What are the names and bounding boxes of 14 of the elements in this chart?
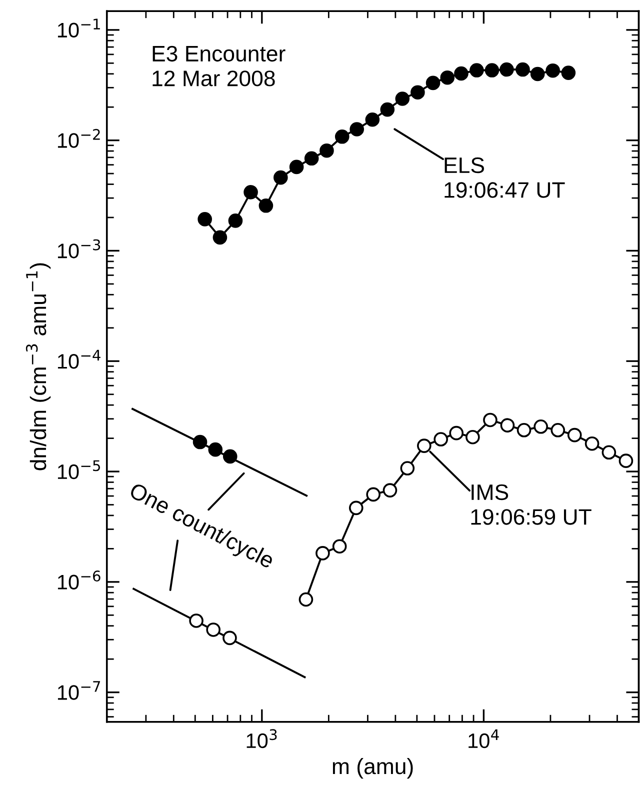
annotation: IMS 19:06:59 UT [471, 484, 592, 525]
y-tick-label: 10$^{−3}$ [58, 239, 100, 258]
y-tick-label: 10$^{−2}$ [58, 128, 100, 148]
x-tick-label: 10$^{4}$ [468, 729, 499, 748]
y-axis-title: dn/dm (cm$^{−3}$ amu$^{−1}$) [26, 263, 51, 470]
y-tick-label: 10$^{−5}$ [58, 460, 100, 480]
y-tick-label: 10$^{−7}$ [58, 681, 100, 700]
y-tick-label: 10$^{−6}$ [58, 570, 100, 590]
y-tick-label: 10$^{−1}$ [58, 18, 100, 38]
y-tick-label: 10$^{−4}$ [58, 350, 100, 369]
x-tick-label: 10$^{3}$ [246, 729, 277, 748]
annotation: E3 Encounter 12 Mar 2008 [152, 46, 286, 86]
annotation: ELS 19:06:47 UT [444, 157, 565, 198]
x-axis-title: m (amu) [332, 758, 413, 779]
